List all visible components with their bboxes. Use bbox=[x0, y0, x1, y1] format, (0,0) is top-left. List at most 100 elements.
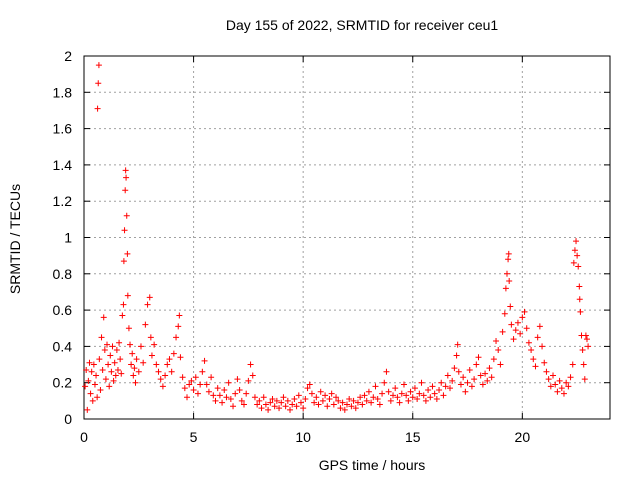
data-point bbox=[225, 379, 232, 386]
data-point bbox=[368, 399, 375, 406]
data-point bbox=[398, 390, 405, 397]
data-point bbox=[449, 377, 456, 384]
data-point bbox=[315, 401, 322, 408]
data-point bbox=[153, 361, 160, 368]
y-tick-label: 1 bbox=[64, 230, 72, 246]
data-point bbox=[108, 368, 115, 375]
data-point bbox=[132, 379, 139, 386]
data-point bbox=[550, 372, 557, 379]
data-point bbox=[563, 379, 570, 386]
data-point bbox=[322, 392, 329, 399]
data-point bbox=[495, 347, 502, 354]
data-point bbox=[297, 399, 304, 406]
data-point bbox=[293, 403, 300, 410]
data-point bbox=[502, 285, 509, 292]
data-point bbox=[130, 372, 137, 379]
data-point bbox=[585, 343, 592, 350]
grid-lines bbox=[84, 56, 610, 419]
data-point bbox=[247, 361, 254, 368]
data-point bbox=[212, 397, 219, 404]
data-point bbox=[438, 379, 445, 386]
data-point bbox=[436, 386, 443, 393]
data-point bbox=[120, 258, 127, 265]
data-point bbox=[287, 406, 294, 413]
data-point bbox=[230, 403, 237, 410]
data-point bbox=[112, 372, 119, 379]
data-point bbox=[210, 392, 217, 399]
data-point bbox=[175, 323, 182, 330]
y-tick-label: 0.8 bbox=[53, 266, 73, 282]
data-point bbox=[328, 390, 335, 397]
data-point bbox=[129, 350, 136, 357]
data-point bbox=[304, 385, 311, 392]
data-point bbox=[451, 365, 458, 372]
y-tick-label: 1.8 bbox=[53, 84, 73, 100]
data-point bbox=[258, 405, 265, 412]
data-point bbox=[462, 388, 469, 395]
data-point bbox=[96, 356, 103, 363]
data-point bbox=[514, 319, 521, 326]
data-point bbox=[306, 381, 313, 388]
data-point bbox=[510, 336, 517, 343]
data-point bbox=[444, 372, 451, 379]
data-point bbox=[547, 383, 554, 390]
data-point bbox=[214, 385, 221, 392]
data-point bbox=[131, 365, 138, 372]
data-point bbox=[468, 383, 475, 390]
data-point bbox=[517, 330, 524, 337]
data-point bbox=[238, 397, 245, 404]
data-point bbox=[581, 376, 588, 383]
data-point bbox=[123, 212, 130, 219]
y-tick-label: 0.2 bbox=[53, 375, 73, 391]
data-point bbox=[168, 368, 175, 375]
data-point bbox=[194, 390, 201, 397]
data-point bbox=[135, 368, 142, 375]
data-point bbox=[99, 366, 106, 373]
data-point bbox=[236, 386, 243, 393]
x-tick-label: 20 bbox=[515, 429, 531, 445]
data-point bbox=[223, 394, 230, 401]
data-point bbox=[330, 401, 337, 408]
data-point bbox=[282, 403, 289, 410]
data-point bbox=[148, 352, 155, 359]
data-point bbox=[466, 366, 473, 373]
data-point bbox=[311, 399, 318, 406]
data-point bbox=[420, 392, 427, 399]
data-point bbox=[105, 361, 112, 368]
data-point bbox=[501, 310, 508, 317]
data-point bbox=[125, 325, 132, 332]
data-point bbox=[170, 350, 177, 357]
data-point bbox=[84, 406, 91, 413]
data-point bbox=[260, 394, 267, 401]
data-point bbox=[352, 405, 359, 412]
data-point bbox=[543, 368, 550, 375]
data-point bbox=[227, 396, 234, 403]
data-point bbox=[326, 396, 333, 403]
data-point bbox=[583, 336, 590, 343]
data-point bbox=[361, 392, 368, 399]
data-point bbox=[405, 397, 412, 404]
data-point bbox=[582, 332, 589, 339]
data-point bbox=[580, 361, 587, 368]
data-point bbox=[565, 383, 572, 390]
x-tick-label: 15 bbox=[405, 429, 421, 445]
data-point bbox=[440, 392, 447, 399]
data-point bbox=[569, 361, 576, 368]
data-point bbox=[418, 379, 425, 386]
data-point bbox=[265, 406, 272, 413]
data-point bbox=[166, 356, 173, 363]
data-point bbox=[431, 390, 438, 397]
data-point bbox=[243, 390, 250, 397]
data-point bbox=[433, 396, 440, 403]
data-point bbox=[119, 312, 126, 319]
data-point bbox=[497, 361, 504, 368]
data-point bbox=[573, 238, 580, 245]
data-point bbox=[379, 390, 386, 397]
data-point bbox=[577, 308, 584, 315]
data-point bbox=[333, 394, 340, 401]
data-point bbox=[407, 388, 414, 395]
data-point bbox=[159, 383, 166, 390]
data-point bbox=[162, 372, 169, 379]
data-point bbox=[295, 392, 302, 399]
y-tick-label: 1.4 bbox=[53, 157, 73, 173]
